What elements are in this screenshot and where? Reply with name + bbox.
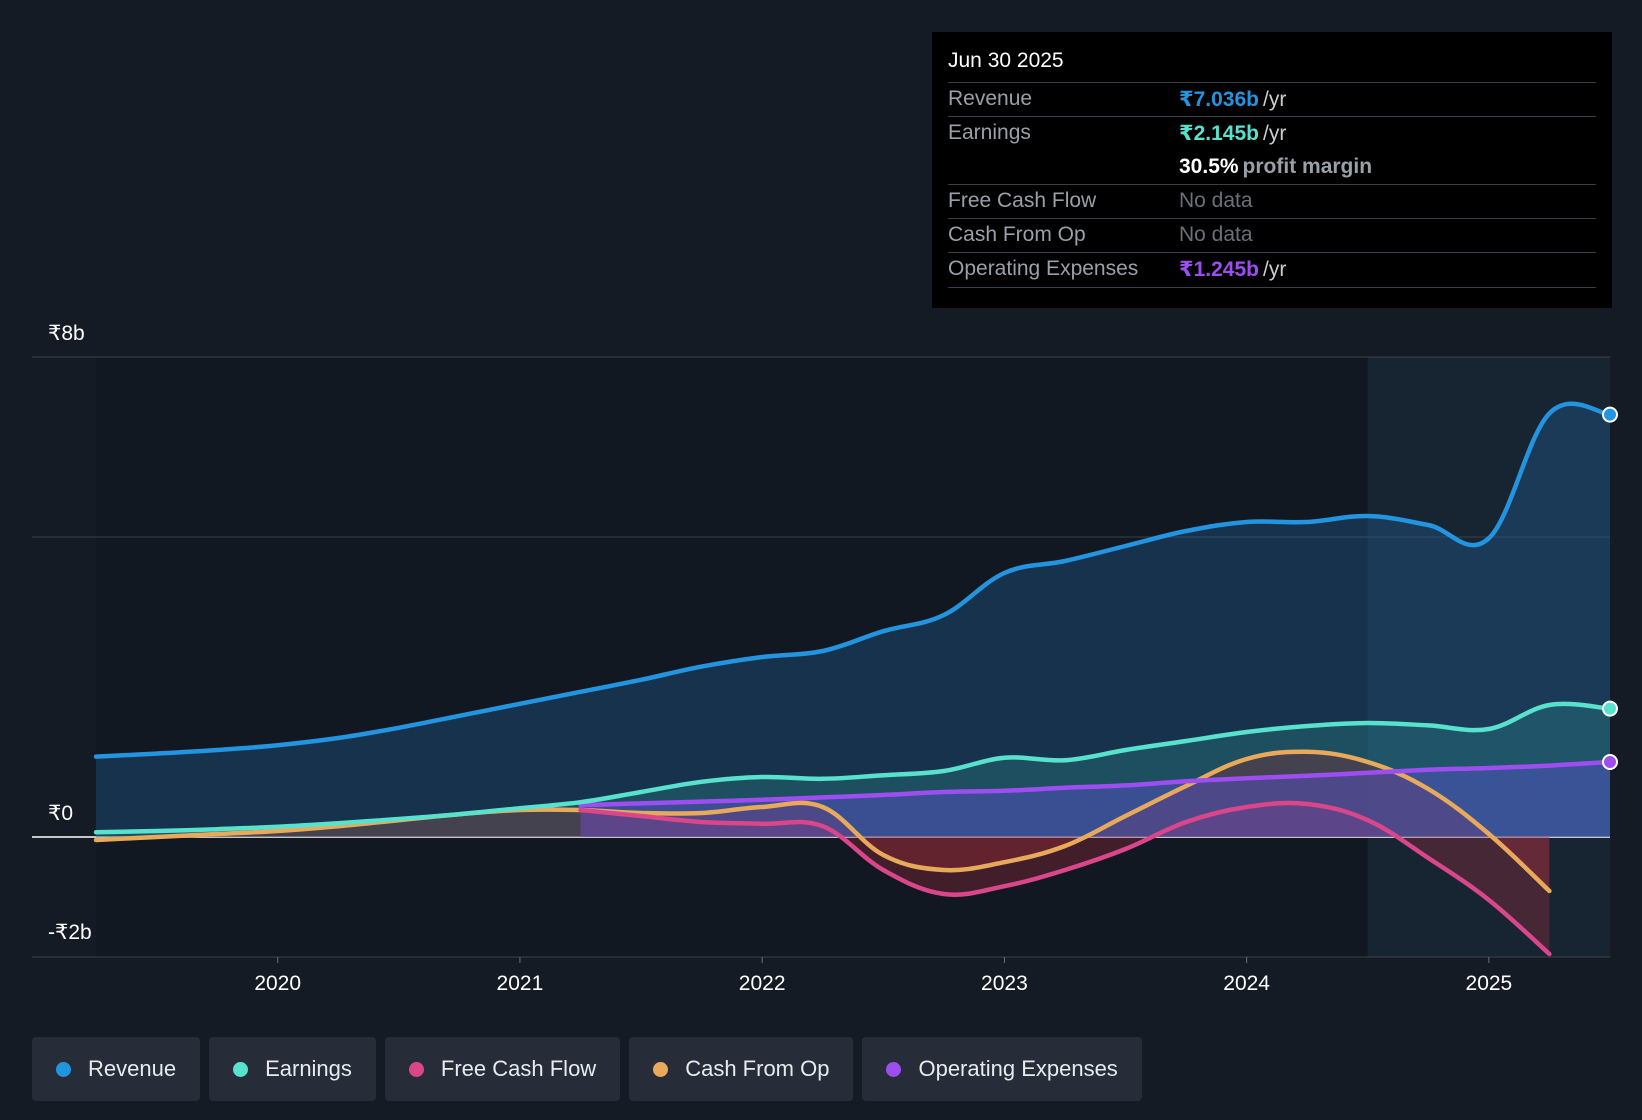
tooltip-row-earnings: Earnings ₹2.145b/yr 30.5% profit margin: [948, 116, 1596, 185]
tooltip-panel: Jun 30 2025 Revenue ₹7.036b/yr Earnings …: [932, 32, 1612, 308]
line-free-cash-flow: [578, 800, 1552, 957]
plot-background: [96, 357, 1368, 957]
y-tick-label: -₹2b: [48, 921, 92, 944]
tooltip-value-fcf: No data: [1179, 189, 1253, 212]
tooltip-margin-label: profit margin: [1242, 155, 1373, 178]
legend-item-earnings[interactable]: Earnings: [209, 1037, 376, 1101]
tooltip-label-revenue: Revenue: [948, 87, 1033, 110]
tooltip-amount-opex: ₹1.245b: [1179, 258, 1259, 281]
chart-legend: Revenue Earnings Free Cash Flow Cash Fro…: [32, 1037, 1142, 1101]
tooltip-row-cfo: Cash From Op No data: [948, 218, 1596, 253]
tooltip-unit-opex: /yr: [1263, 258, 1287, 281]
tooltip-profit-margin: 30.5% profit margin: [1179, 155, 1372, 179]
x-tick-label: 2025: [1466, 972, 1513, 995]
tooltip-label-opex: Operating Expenses: [948, 257, 1139, 280]
tooltip-date: Jun 30 2025: [948, 49, 1064, 72]
highlight-region: [1367, 357, 1610, 957]
x-tick-label: 2022: [739, 972, 786, 995]
end-marker-earnings: [1602, 700, 1618, 717]
legend-label-revenue: Revenue: [88, 1056, 177, 1081]
tooltip-row-revenue: Revenue ₹7.036b/yr: [948, 82, 1596, 117]
end-marker-operating-expenses: [1602, 754, 1618, 770]
line-cash-from-op: [93, 749, 1552, 894]
legend-dot-revenue: [56, 1061, 71, 1077]
tooltip-unit-earnings: /yr: [1263, 122, 1287, 145]
line-operating-expenses: [578, 759, 1613, 808]
legend-item-revenue[interactable]: Revenue: [32, 1037, 201, 1101]
tooltip-value-revenue: ₹7.036b/yr: [1179, 87, 1286, 112]
line-earnings: [93, 701, 1613, 835]
line-revenue: [93, 401, 1613, 759]
legend-label-cash-from-op: Cash From Op: [685, 1056, 830, 1081]
tooltip-unit-revenue: /yr: [1263, 88, 1287, 111]
end-marker-revenue: [1602, 406, 1618, 423]
legend-item-cash-from-op[interactable]: Cash From Op: [629, 1037, 854, 1101]
x-tick-label: 2023: [981, 972, 1028, 995]
legend-label-earnings: Earnings: [265, 1056, 352, 1081]
tooltip-label-fcf: Free Cash Flow: [948, 189, 1097, 212]
tooltip-label-earnings: Earnings: [948, 121, 1031, 144]
tooltip-value-cfo: No data: [1179, 223, 1253, 246]
legend-label-operating-expenses: Operating Expenses: [918, 1056, 1118, 1081]
legend-item-free-cash-flow[interactable]: Free Cash Flow: [384, 1037, 621, 1101]
x-tick-label: 2021: [497, 972, 544, 995]
x-tick-label: 2024: [1223, 972, 1270, 995]
area-revenue: [96, 403, 1610, 837]
legend-item-operating-expenses[interactable]: Operating Expenses: [862, 1037, 1142, 1101]
tooltip-margin-value: 30.5%: [1179, 155, 1239, 178]
legend-dot-operating-expenses: [886, 1061, 902, 1077]
tooltip-row-opex: Operating Expenses ₹1.245b/yr: [948, 252, 1596, 288]
legend-dot-free-cash-flow: [408, 1061, 424, 1077]
legend-dot-cash-from-op: [653, 1061, 669, 1077]
tooltip-value-opex: ₹1.245b/yr: [1179, 257, 1286, 282]
legend-label-free-cash-flow: Free Cash Flow: [440, 1056, 597, 1081]
tooltip-amount-earnings: ₹2.145b: [1179, 122, 1259, 145]
legend-dot-earnings: [233, 1061, 249, 1077]
area-below-free-cash-flow: [580, 837, 1550, 954]
y-tick-label: ₹0: [48, 802, 73, 825]
tooltip-row-fcf: Free Cash Flow No data: [948, 184, 1596, 219]
x-tick-label: 2020: [254, 972, 301, 995]
tooltip-value-earnings: ₹2.145b/yr: [1179, 121, 1286, 146]
y-tick-label: ₹8b: [48, 322, 85, 345]
tooltip-label-cfo: Cash From Op: [948, 223, 1086, 246]
tooltip-amount-revenue: ₹7.036b: [1179, 88, 1259, 111]
area-earnings: [96, 703, 1610, 837]
